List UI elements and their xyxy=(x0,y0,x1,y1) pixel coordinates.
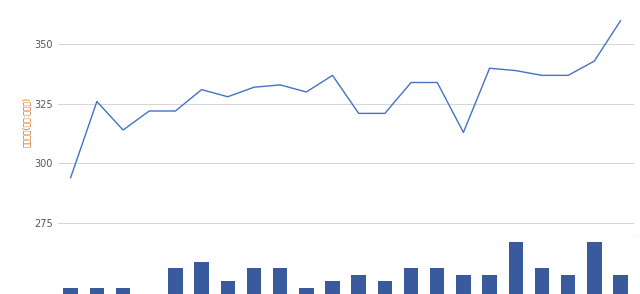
Bar xyxy=(325,281,340,294)
Bar xyxy=(561,275,575,294)
Bar xyxy=(613,275,628,294)
Bar xyxy=(116,288,131,294)
Bar xyxy=(247,268,261,294)
Bar xyxy=(483,275,497,294)
Bar xyxy=(430,268,444,294)
Bar xyxy=(90,288,104,294)
Bar xyxy=(273,268,287,294)
Bar xyxy=(456,275,470,294)
Bar xyxy=(351,275,366,294)
Bar xyxy=(404,268,419,294)
Bar xyxy=(221,281,235,294)
Y-axis label: 거래금액(단위:백만원): 거래금액(단위:백만원) xyxy=(22,97,31,147)
Bar xyxy=(63,288,78,294)
Bar xyxy=(195,262,209,294)
Bar xyxy=(535,268,549,294)
Bar xyxy=(587,242,602,294)
Bar xyxy=(509,242,523,294)
Bar xyxy=(378,281,392,294)
Bar xyxy=(299,288,314,294)
Bar xyxy=(168,268,182,294)
